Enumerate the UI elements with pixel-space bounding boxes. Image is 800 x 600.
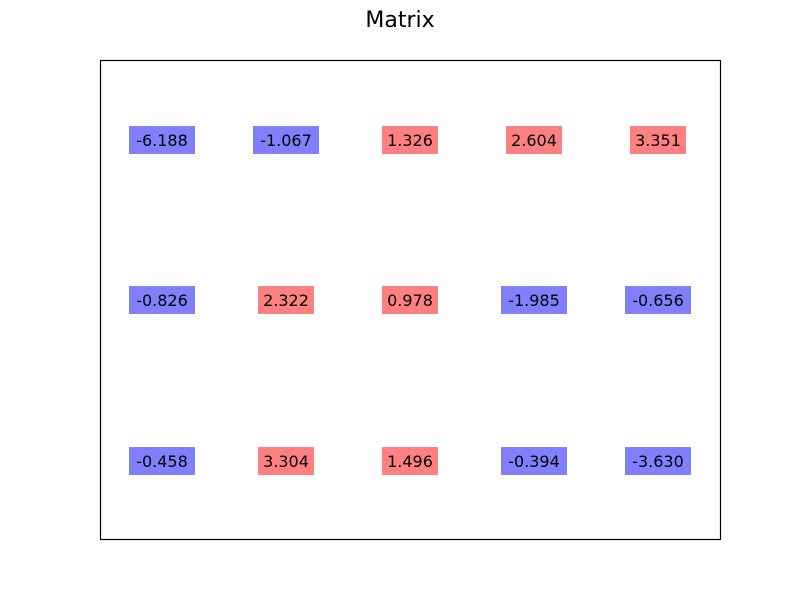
cell-box-r1-c4 (625, 286, 691, 314)
cell-box-r1-c2 (382, 286, 438, 314)
cell-box-r1-c1 (258, 286, 314, 314)
cell-label-r2-c0: -0.458 (136, 452, 188, 471)
cell-box-r2-c4 (625, 447, 691, 475)
cell-box-r1-c0 (129, 286, 195, 314)
cell-box-r2-c0 (129, 447, 195, 475)
cell-label-r2-c1: 3.304 (263, 452, 309, 471)
cell-label-r0-c4: 3.351 (635, 131, 681, 150)
cell-label-r0-c3: 2.604 (511, 131, 557, 150)
chart-title: Matrix (365, 8, 435, 33)
cell-label-r1-c4: -0.656 (632, 291, 684, 310)
matrix-cells: -6.188 -1.067 1.326 2.604 3.351 -0.826 2.322 0.… (129, 126, 691, 475)
cell-box-r0-c0 (129, 126, 195, 154)
cell-box-r1-c3 (501, 286, 567, 314)
cell-box-r2-c2 (382, 447, 438, 475)
cell-label-r1-c2: 0.978 (387, 291, 433, 310)
cell-label-r0-c1: -1.067 (260, 131, 312, 150)
cell-box-r2-c3 (501, 447, 567, 475)
cell-label-r2-c4: -3.630 (632, 452, 684, 471)
cell-label-r1-c3: -1.985 (508, 291, 560, 310)
cell-box-r0-c4 (630, 126, 686, 154)
cell-box-r0-c3 (506, 126, 562, 154)
cell-label-r2-c3: -0.394 (508, 452, 560, 471)
cell-box-r0-c1 (253, 126, 319, 154)
plot-frame (99, 59, 722, 541)
cell-box-r2-c1 (258, 447, 314, 475)
cell-label-r1-c0: -0.826 (136, 291, 188, 310)
cell-label-r1-c1: 2.322 (263, 291, 309, 310)
cell-label-r0-c2: 1.326 (387, 131, 433, 150)
cell-box-r0-c2 (382, 126, 438, 154)
cell-label-r2-c2: 1.496 (387, 452, 433, 471)
cell-label-r0-c0: -6.188 (136, 131, 188, 150)
